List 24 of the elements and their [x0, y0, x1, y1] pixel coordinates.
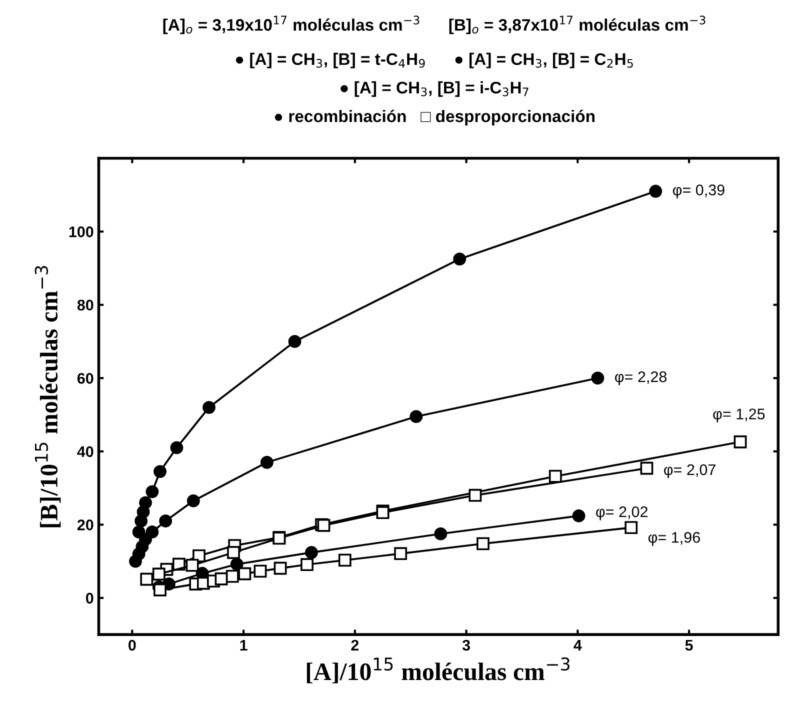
text: ● [A] = CH$_{3}$, [B] = i-C$_{3}$H$_{7}$ — [340, 81, 528, 97]
x-tick-label: 0 — [128, 640, 136, 651]
series-label: φ= 2,07 — [664, 464, 716, 478]
x-axis-title: [A]/10$^{15}$ moléculas cm$^{−3}$ — [306, 657, 570, 684]
x-tick-label: 5 — [685, 640, 693, 651]
series-label: φ= 1,96 — [648, 532, 700, 546]
y-tick-label: 40 — [77, 446, 94, 458]
series-label: φ= 0,39 — [672, 184, 724, 198]
y-axis-title: [B]/10$^{15}$ moléculas cm$^{−3}$ — [34, 266, 61, 528]
x-tick-label: 4 — [574, 640, 582, 651]
y-tick-label: 20 — [77, 520, 94, 530]
y-tick-label: 100 — [69, 226, 94, 238]
y-tick-label: 0 — [86, 592, 94, 604]
y-tick-label: 60 — [77, 372, 94, 384]
x-tick-label: 3 — [462, 640, 470, 651]
series-label: φ= 1,25 — [713, 408, 765, 422]
x-tick-label: 2 — [351, 640, 359, 651]
text: ● recombinación □ desproporcionación — [274, 110, 594, 126]
y-tick-label: 80 — [77, 300, 94, 311]
text: ● [A] = CH$_{3}$, [B] = t-C$_{4}$H$_{9}$ ● [A] = CH$_{3}$, [B] = C$_{2}$H$_{5}$ — [236, 52, 633, 68]
x-tick-label: 1 — [240, 640, 248, 651]
chart-title: [A]$_{o}$ = 3,19x10$^{17}$ moléculas cm$^{−3}$ [B]$_{o}$ = 3,87x10$^{17}$ moléculas cm$^{−3}$ — [163, 16, 706, 34]
series-label: φ= 2,02 — [596, 506, 648, 520]
series-label: φ= 2,28 — [615, 371, 667, 386]
